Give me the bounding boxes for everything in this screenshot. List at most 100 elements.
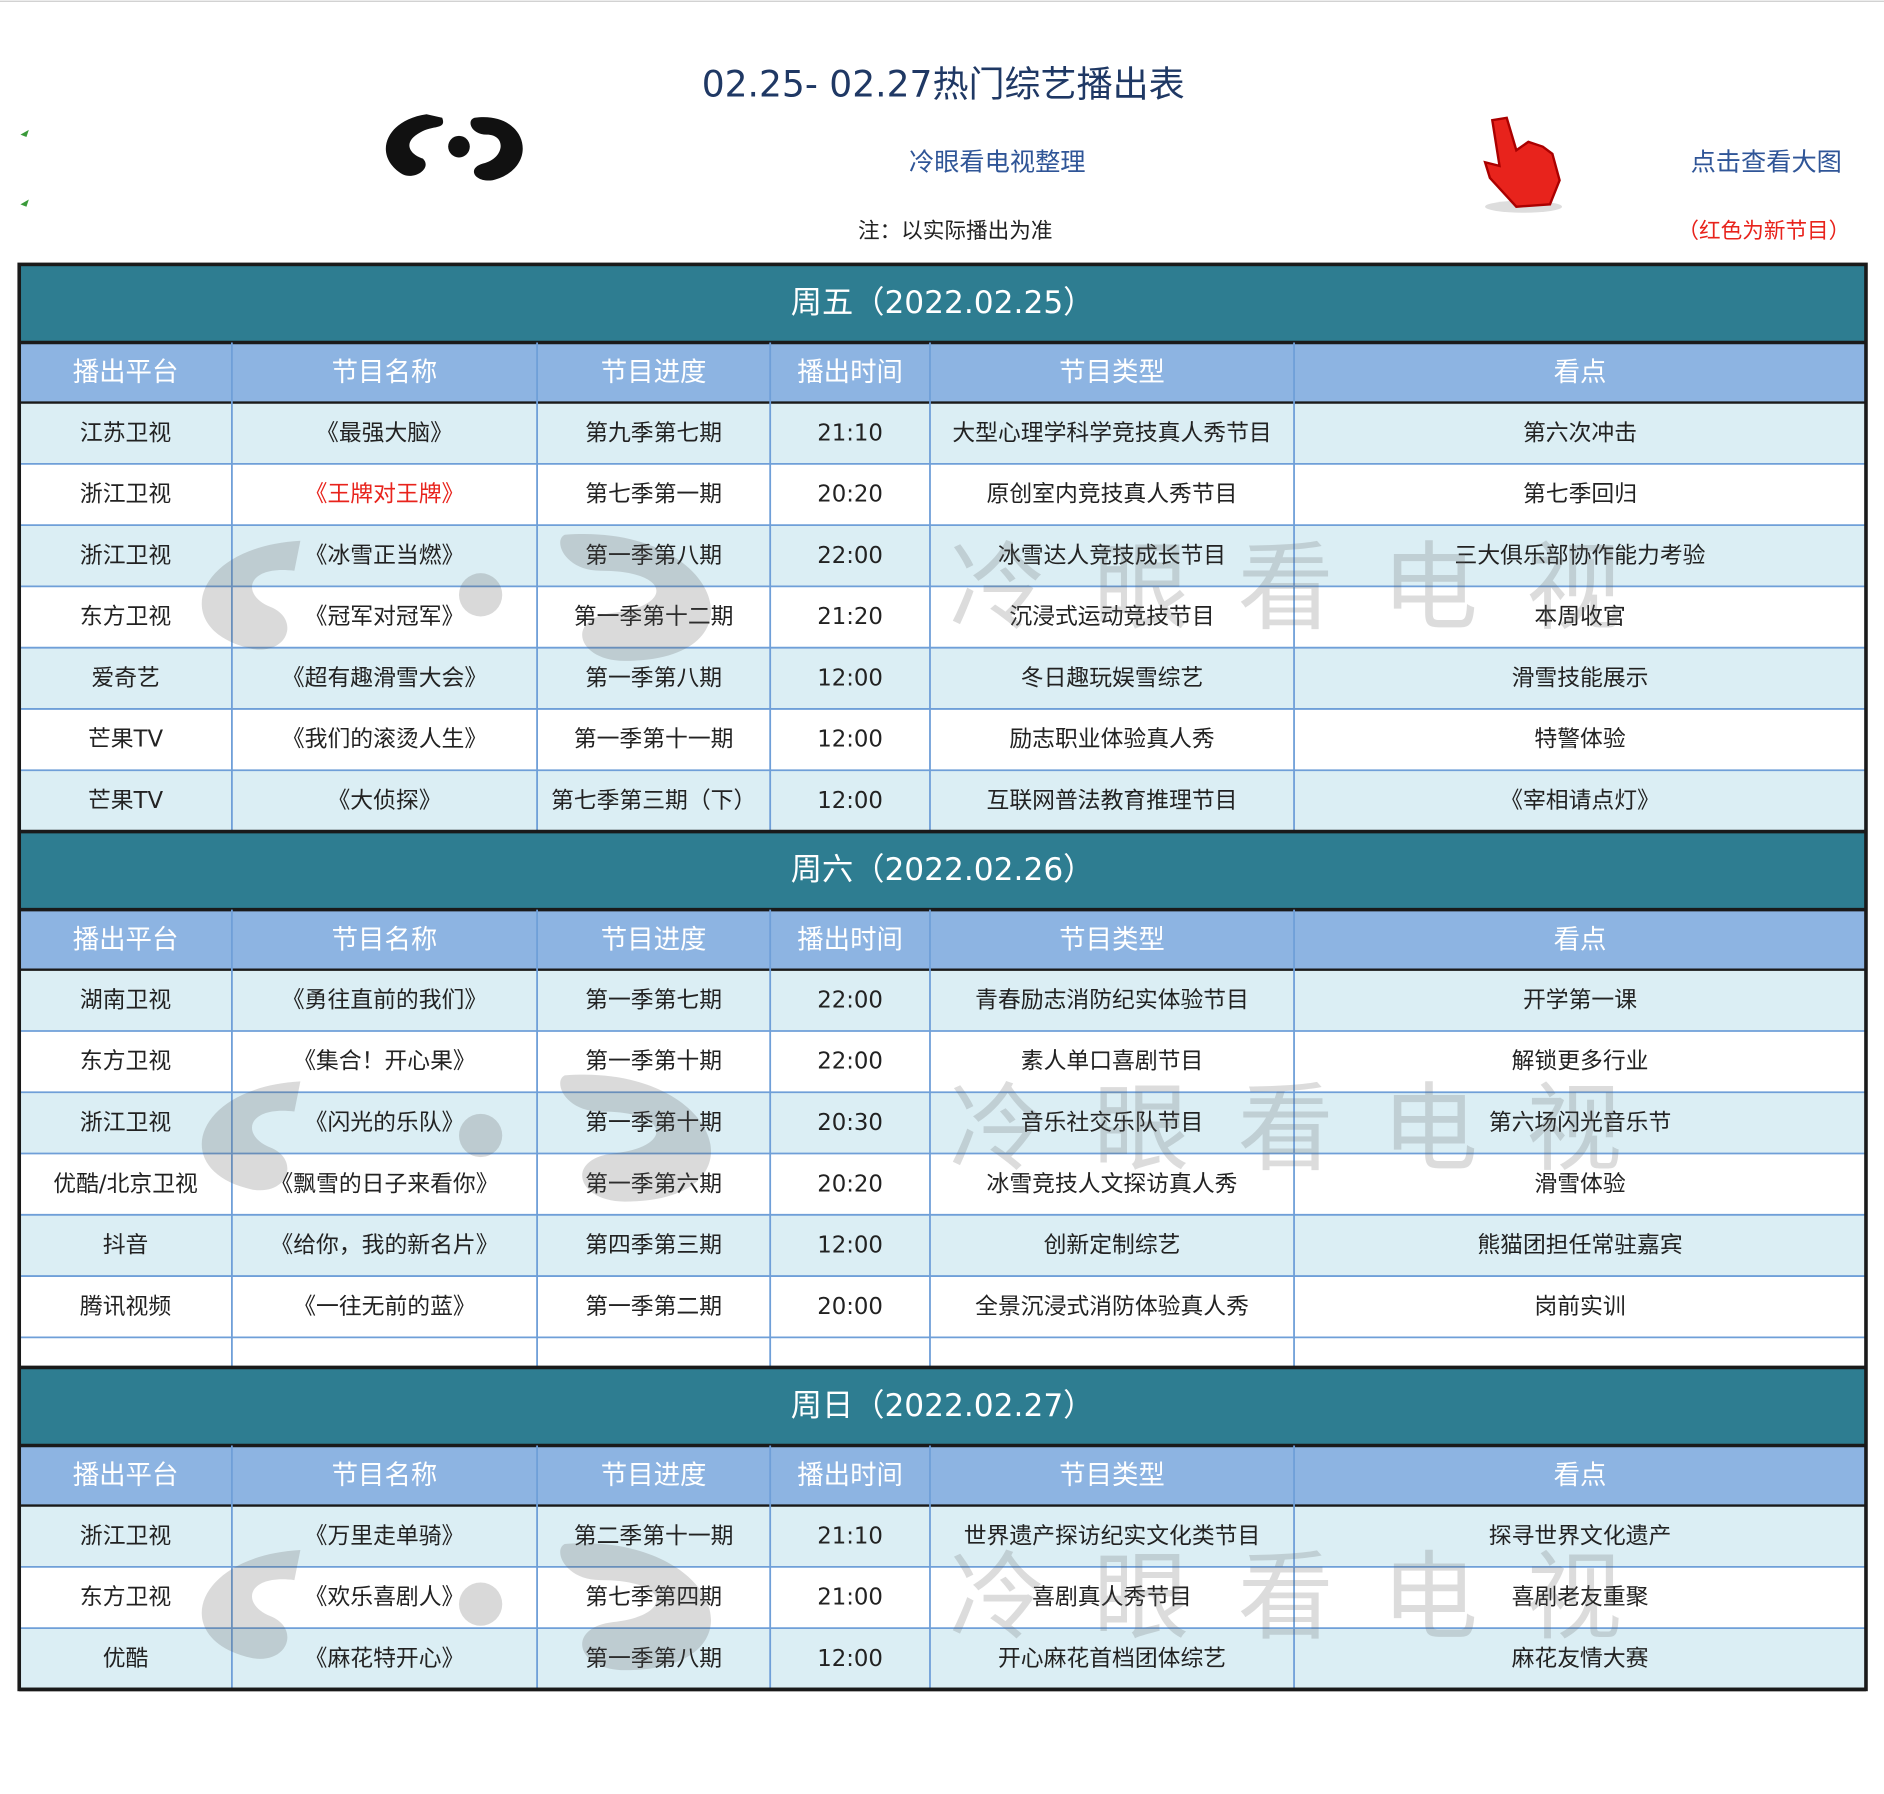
table-cell: 探寻世界文化遗产 xyxy=(1489,1523,1672,1549)
column-header: 节目进度 xyxy=(601,357,707,388)
table-cell: 《给你，我的新名片》 xyxy=(270,1233,498,1259)
table-cell: 12:00 xyxy=(817,1646,883,1672)
table-cell: 素人单口喜剧节目 xyxy=(1021,1049,1204,1075)
table-cell: 20:20 xyxy=(817,1171,883,1197)
table-cell: 音乐社交乐队节目 xyxy=(1021,1110,1204,1136)
table-cell: 第一季第八期 xyxy=(585,543,722,569)
table-cell: 《我们的滚烫人生》 xyxy=(282,727,487,753)
column-header: 节目进度 xyxy=(601,1460,707,1491)
table-row xyxy=(19,1214,1866,1277)
table-cell: 《宰相请点灯》 xyxy=(1500,788,1660,814)
table-cell: 第一季第十期 xyxy=(585,1110,722,1136)
section-header xyxy=(19,831,1866,910)
hand-icon xyxy=(1483,116,1562,213)
table-cell: 第一季第十期 xyxy=(585,1049,722,1075)
table-cell: 《飘雪的日子来看你》 xyxy=(270,1171,498,1197)
watermark: 冷眼看电视 xyxy=(201,532,1622,661)
table-cell: 22:00 xyxy=(817,1049,883,1075)
table-cell: 岗前实训 xyxy=(1534,1294,1625,1320)
column-header: 播出平台 xyxy=(73,357,179,388)
table-cell: 浙江卫视 xyxy=(80,1523,171,1549)
table-row xyxy=(19,647,1866,709)
table-cell: 青春励志消防纪实体验节目 xyxy=(975,987,1249,1013)
table-cell: 开学第一课 xyxy=(1523,987,1637,1013)
table-cell: 第七季回归 xyxy=(1523,482,1637,508)
note: 注：以实际播出为准 xyxy=(858,219,1052,244)
table-cell: 第一季第二期 xyxy=(585,1294,722,1320)
watermark-dot xyxy=(458,1582,503,1626)
table-cell: 解锁更多行业 xyxy=(1512,1049,1649,1075)
table-cell: 《万里走单骑》 xyxy=(305,1523,465,1549)
column-header: 播出时间 xyxy=(797,924,903,955)
table-cell: 第四季第三期 xyxy=(585,1233,722,1259)
view-large-link[interactable]: 点击查看大图 xyxy=(1691,147,1842,176)
table-row xyxy=(19,525,1866,587)
table-cell: 开心麻花首档团体综艺 xyxy=(998,1646,1226,1672)
table-cell: 抖音 xyxy=(103,1233,149,1259)
table-cell: 江苏卫视 xyxy=(80,420,171,446)
table-cell: 浙江卫视 xyxy=(80,1110,171,1136)
table-cell: 东方卫视 xyxy=(80,604,171,630)
page-title: 02.25- 02.27热门综艺播出表 xyxy=(702,65,1185,106)
table-cell: 21:10 xyxy=(817,1523,883,1549)
table-cell: 喜剧真人秀节目 xyxy=(1032,1585,1192,1611)
table-row xyxy=(19,1628,1866,1690)
column-header: 播出时间 xyxy=(797,357,903,388)
table-row xyxy=(19,969,1866,1031)
table-row xyxy=(19,770,1866,832)
table-cell: 腾讯视频 xyxy=(80,1294,171,1320)
table-cell: 湖南卫视 xyxy=(80,987,171,1013)
table-cell: 麻花友情大赛 xyxy=(1512,1646,1649,1672)
table-cell: 互联网普法教育推理节目 xyxy=(987,788,1238,814)
legend: （红色为新节目） xyxy=(1677,219,1850,244)
watermark-logo xyxy=(201,1543,711,1671)
watermark-text: 冷眼看电视 xyxy=(949,1073,1670,1185)
table-row xyxy=(19,1153,1866,1215)
section-title: 周六（2022.02.26） xyxy=(791,852,1095,888)
watermark-dot xyxy=(458,573,503,617)
section-title: 周五（2022.02.25） xyxy=(791,285,1095,321)
table-row xyxy=(19,1276,1866,1338)
table-cell: 创新定制综艺 xyxy=(1044,1233,1181,1259)
table-cell: 第七季第三期（下） xyxy=(551,788,756,814)
table-cell: 21:20 xyxy=(817,604,883,630)
table-cell: 第一季第十一期 xyxy=(574,727,734,753)
table-cell: 滑雪技能展示 xyxy=(1512,665,1649,691)
table-cell: 21:10 xyxy=(817,420,883,446)
table-border xyxy=(17,262,1868,1692)
column-header: 节目名称 xyxy=(332,357,438,388)
schedule-table: 周五（2022.02.25）播出平台 节目名称 节目进度 播出时间 节目类型 看点江苏卫视… xyxy=(17,262,1868,1692)
column-header-row xyxy=(19,909,1866,970)
table-cell: 优酷/北京卫视 xyxy=(53,1171,198,1197)
column-header: 播出平台 xyxy=(73,924,179,955)
column-header: 看点 xyxy=(1554,924,1607,955)
table-cell: 《超有趣滑雪大会》 xyxy=(282,665,487,691)
table-cell: 《麻花特开心》 xyxy=(305,1646,465,1672)
table-cell: 滑雪体验 xyxy=(1534,1171,1625,1197)
watermark: 冷眼看电视 xyxy=(201,1541,1622,1671)
column-header: 看点 xyxy=(1554,1460,1607,1491)
table-cell: 《王牌对王牌》 xyxy=(305,482,465,508)
table-cell: 《闪光的乐队》 xyxy=(305,1110,465,1136)
table-cell: 世界遗产探访纪实文化类节目 xyxy=(964,1523,1261,1549)
table-cell: 《冰雪正当燃》 xyxy=(305,543,465,569)
table-cell: 特警体验 xyxy=(1534,727,1625,753)
column-header: 节目类型 xyxy=(1059,357,1165,388)
column-header: 节目名称 xyxy=(332,924,438,955)
watermark-logo xyxy=(201,1074,711,1202)
column-header: 播出时间 xyxy=(797,1460,903,1491)
table-cell: 22:00 xyxy=(817,543,883,569)
table-cell: 大型心理学科学竞技真人秀节目 xyxy=(952,420,1271,446)
table-cell: 芒果TV xyxy=(88,788,164,814)
column-header: 节目类型 xyxy=(1059,924,1165,955)
table-cell: 《一往无前的蓝》 xyxy=(293,1294,476,1320)
table-cell: 东方卫视 xyxy=(80,1585,171,1611)
table-cell: 原创室内竞技真人秀节目 xyxy=(987,482,1238,508)
table-cell: 12:00 xyxy=(817,788,883,814)
watermark-dot xyxy=(458,1113,503,1158)
table-row xyxy=(19,1030,1866,1093)
section-title: 周日（2022.02.27） xyxy=(791,1388,1095,1424)
table-cell: 本周收官 xyxy=(1534,604,1625,630)
table-cell: 第七季第四期 xyxy=(585,1585,722,1611)
